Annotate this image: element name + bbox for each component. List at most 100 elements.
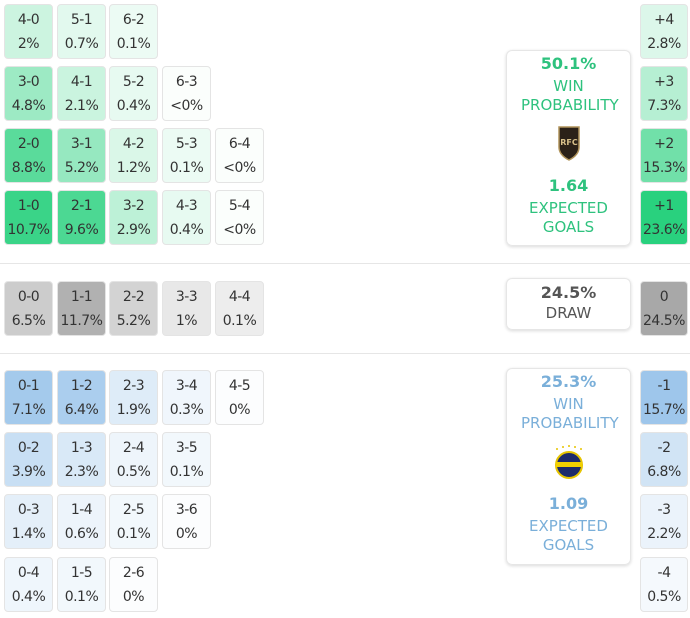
score-cell: 2-6 0%	[109, 557, 158, 612]
score-cell: 5-2 0.4%	[109, 66, 158, 121]
probability-value: 0.7%	[64, 36, 99, 52]
score-label: 3-5	[175, 440, 198, 456]
score-label: 4-5	[228, 378, 251, 394]
score-label: 3-4	[175, 378, 198, 394]
score-cell: 4-5 0%	[215, 370, 264, 425]
score-cell: 4-2 1.2%	[109, 128, 158, 183]
score-label: +1	[654, 198, 674, 214]
probability-value: 6.5%	[11, 313, 46, 329]
home-win-card: 50.1% WIN PROBABILITY RFC 1.64 EXPECTED …	[506, 50, 631, 246]
score-label: 5-3	[175, 136, 198, 152]
score-label: 3-2	[122, 198, 145, 214]
probability-value: 11.7%	[60, 313, 103, 329]
probability-value: 0%	[228, 402, 251, 418]
probability-value: 2.3%	[64, 464, 99, 480]
score-label: 0-4	[17, 565, 40, 581]
score-label: 0-1	[17, 378, 40, 394]
probability-value: 0.4%	[11, 589, 46, 605]
probability-value: 0.1%	[116, 36, 151, 52]
score-label: 0-0	[17, 289, 40, 305]
goal-margin-cell: +1 23.6%	[640, 190, 688, 245]
probability-value: 0.5%	[116, 464, 151, 480]
probability-value: 6.4%	[64, 402, 99, 418]
score-cell: 1-5 0.1%	[57, 557, 106, 612]
score-label: 5-2	[122, 74, 145, 90]
probability-value: 0%	[175, 526, 198, 542]
probability-value: 2.1%	[64, 98, 99, 114]
score-label: 1-3	[70, 440, 93, 456]
score-cell: 4-1 2.1%	[57, 66, 106, 121]
probability-value: 3.9%	[11, 464, 46, 480]
probability-value: 1%	[175, 313, 198, 329]
score-cell: 2-0 8.8%	[4, 128, 53, 183]
score-cell: 1-3 2.3%	[57, 432, 106, 487]
score-cell: 5-1 0.7%	[57, 4, 106, 59]
probability-value: 6.8%	[647, 464, 681, 480]
score-label: 2-2	[122, 289, 145, 305]
score-label: 4-1	[70, 74, 93, 90]
score-cell: 5-3 0.1%	[162, 128, 211, 183]
goal-margin-cell: -2 6.8%	[640, 432, 688, 487]
score-cell: 2-2 5.2%	[109, 281, 158, 336]
probability-value: 7.1%	[11, 402, 46, 418]
goal-margin-cell: -3 2.2%	[640, 494, 688, 549]
score-cell: 1-4 0.6%	[57, 494, 106, 549]
probability-value: 2.2%	[647, 526, 681, 542]
score-label: +4	[654, 12, 674, 28]
score-label: 1-0	[17, 198, 40, 214]
score-label: 1-5	[70, 565, 93, 581]
score-label: -4	[657, 565, 671, 581]
score-label: 5-4	[228, 198, 251, 214]
probability-value: 9.6%	[64, 222, 99, 238]
probability-value: <0%	[170, 98, 203, 114]
probability-value: 7.3%	[647, 98, 681, 114]
score-label: +3	[654, 74, 674, 90]
away-win-card: 25.3% WIN PROBABILITY 1.09 EXPECTED GOAL…	[506, 368, 631, 565]
score-label: 6-3	[175, 74, 198, 90]
away-win-label: WIN PROBABILITY	[521, 395, 619, 432]
goal-margin-cell: +4 2.8%	[640, 4, 688, 59]
draw-card: 24.5% DRAW	[506, 278, 631, 330]
probability-value: 15.3%	[643, 160, 685, 176]
svg-text:RFC: RFC	[560, 138, 578, 147]
score-label: 2-4	[122, 440, 145, 456]
goal-margin-cell: 0 24.5%	[640, 281, 688, 336]
score-label: 3-6	[175, 502, 198, 518]
score-label: 4-3	[175, 198, 198, 214]
score-label: 3-0	[17, 74, 40, 90]
score-label: 4-2	[122, 136, 145, 152]
score-label: 1-2	[70, 378, 93, 394]
score-label: 2-3	[122, 378, 145, 394]
score-cell: 2-3 1.9%	[109, 370, 158, 425]
home-win-pct: 50.1%	[540, 54, 597, 73]
score-cell: 3-4 0.3%	[162, 370, 211, 425]
score-label: 4-4	[228, 289, 251, 305]
goal-margin-cell: +2 15.3%	[640, 128, 688, 183]
score-label: 2-1	[70, 198, 93, 214]
score-label: 4-0	[17, 12, 40, 28]
score-label: 0	[659, 289, 669, 305]
score-cell: 1-0 10.7%	[4, 190, 53, 245]
score-label: 6-2	[122, 12, 145, 28]
probability-value: 24.5%	[643, 313, 685, 329]
score-cell: 0-3 1.4%	[4, 494, 53, 549]
score-cell: 6-3 <0%	[162, 66, 211, 121]
score-cell: 0-0 6.5%	[4, 281, 53, 336]
draw-label: DRAW	[545, 304, 592, 322]
away-xg: 1.09	[548, 494, 589, 513]
score-label: 0-2	[17, 440, 40, 456]
score-cell: 1-1 11.7%	[57, 281, 106, 336]
probability-value: 23.6%	[643, 222, 685, 238]
probability-value: 0.6%	[64, 526, 99, 542]
score-cell: 4-3 0.4%	[162, 190, 211, 245]
probability-value: 0.1%	[116, 526, 151, 542]
probability-value: <0%	[223, 222, 256, 238]
score-cell: 3-2 2.9%	[109, 190, 158, 245]
score-label: 1-4	[70, 502, 93, 518]
score-cell: 1-2 6.4%	[57, 370, 106, 425]
home-xg: 1.64	[548, 176, 589, 195]
score-label: 3-3	[175, 289, 198, 305]
probability-value: 5.2%	[116, 313, 151, 329]
probability-value: 8.8%	[11, 160, 46, 176]
home-team-crest-icon: RFC	[557, 126, 580, 161]
